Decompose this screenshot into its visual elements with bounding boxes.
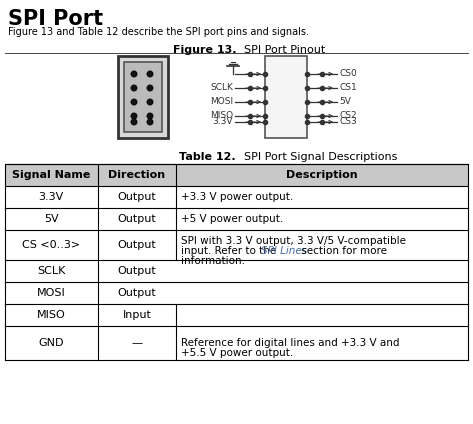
Text: —: —: [131, 338, 142, 348]
Text: CS1: CS1: [339, 84, 357, 92]
Text: Table 12.: Table 12.: [179, 152, 236, 162]
Text: CS3: CS3: [339, 117, 357, 126]
Circle shape: [131, 113, 137, 119]
Text: +5.5 V power output.: +5.5 V power output.: [181, 348, 294, 358]
Text: input. Refer to the: input. Refer to the: [181, 246, 280, 256]
Bar: [265, 56, 307, 138]
Circle shape: [147, 113, 153, 119]
Text: 3.3V: 3.3V: [39, 192, 64, 202]
Text: Figure 13 and Table 12 describe the SPI port pins and signals.: Figure 13 and Table 12 describe the SPI …: [8, 27, 309, 37]
Circle shape: [147, 71, 153, 77]
Text: CS <0..3>: CS <0..3>: [22, 240, 80, 250]
Text: Output: Output: [118, 266, 157, 276]
Text: Output: Output: [118, 192, 157, 202]
Text: MISO: MISO: [37, 310, 66, 320]
Text: Output: Output: [118, 240, 157, 250]
Text: SCLK: SCLK: [210, 84, 233, 92]
Circle shape: [147, 85, 153, 91]
Text: Description: Description: [286, 170, 358, 180]
Text: CS0: CS0: [339, 70, 357, 78]
Text: Reference for digital lines and +3.3 V and: Reference for digital lines and +3.3 V a…: [181, 338, 400, 348]
Text: +5 V power output.: +5 V power output.: [181, 214, 283, 224]
Circle shape: [147, 99, 153, 105]
Circle shape: [131, 71, 137, 77]
Bar: [118, 56, 168, 138]
Text: SCLK: SCLK: [37, 266, 65, 276]
Bar: [5, 164, 468, 186]
Text: 3.3V: 3.3V: [212, 117, 233, 126]
Circle shape: [131, 99, 137, 105]
Text: Input: Input: [123, 310, 151, 320]
Text: 5V: 5V: [339, 98, 351, 106]
Text: section for more: section for more: [298, 246, 387, 256]
Text: information.: information.: [181, 256, 245, 266]
Text: SPI with 3.3 V output, 3.3 V/5 V-compatible: SPI with 3.3 V output, 3.3 V/5 V-compati…: [181, 236, 406, 246]
Circle shape: [147, 119, 153, 125]
Text: CS2: CS2: [339, 112, 357, 120]
Bar: [124, 62, 162, 132]
Text: SPI Port: SPI Port: [8, 9, 103, 29]
Text: 5V: 5V: [44, 214, 59, 224]
Circle shape: [131, 119, 137, 125]
Text: +3.3 V power output.: +3.3 V power output.: [181, 192, 294, 202]
Text: Direction: Direction: [108, 170, 166, 180]
Text: Output: Output: [118, 288, 157, 298]
Text: Figure 13.: Figure 13.: [173, 45, 236, 55]
Text: Output: Output: [118, 214, 157, 224]
Text: MISO: MISO: [210, 112, 233, 120]
Text: Signal Name: Signal Name: [12, 170, 90, 180]
Text: SPI Port Pinout: SPI Port Pinout: [237, 45, 325, 55]
Circle shape: [131, 85, 137, 91]
Text: MOSI: MOSI: [210, 98, 233, 106]
Text: SPI Port Signal Descriptions: SPI Port Signal Descriptions: [237, 152, 397, 162]
Text: GND: GND: [39, 338, 64, 348]
Text: SPI Lines: SPI Lines: [261, 246, 307, 256]
Text: MOSI: MOSI: [37, 288, 66, 298]
